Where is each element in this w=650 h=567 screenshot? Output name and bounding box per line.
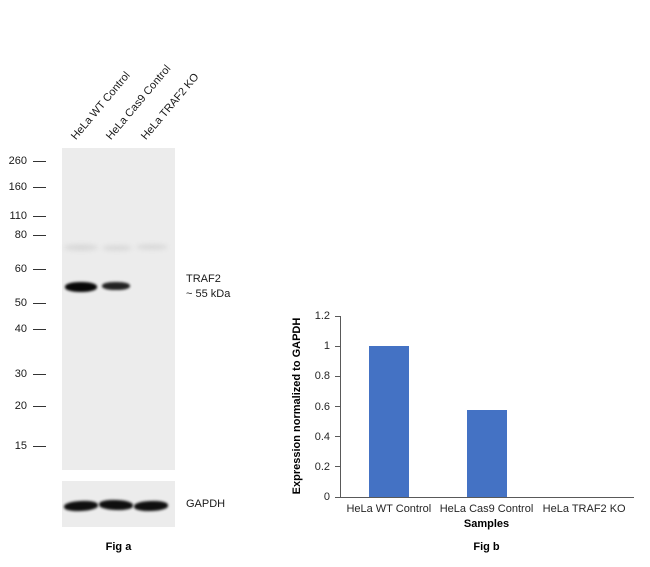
fig-a-caption: Fig a: [105, 541, 132, 553]
blot-artifact: [102, 245, 132, 251]
mw-value: 50: [14, 297, 27, 309]
mw-tick: [33, 373, 46, 375]
blot-artifact: [136, 244, 168, 250]
mw-tick: [33, 268, 46, 270]
mw-tick: [33, 160, 46, 162]
chart-bar: [466, 409, 507, 497]
y-tick-label: 0.4: [314, 430, 330, 443]
mw-marker: 160: [0, 180, 62, 194]
y-tick-label: 0.6: [314, 400, 330, 413]
y-tick: [335, 315, 340, 317]
mw-tick: [33, 215, 46, 217]
mw-marker: 80: [0, 228, 62, 242]
y-tick: [335, 345, 340, 347]
gapdh-blot-image: [62, 481, 175, 527]
mw-tick: [33, 234, 46, 236]
band-annotation: TRAF2 ~ 55 kDa: [186, 272, 230, 302]
chart-bar: [368, 346, 409, 497]
x-tick-label: HeLa WT Control: [346, 503, 432, 515]
mw-marker: 30: [0, 367, 62, 381]
mw-value: 30: [14, 368, 27, 380]
x-axis-line: [340, 497, 634, 498]
gapdh-band: [63, 500, 99, 512]
mw-tick: [33, 445, 46, 447]
mw-value: 15: [14, 440, 27, 452]
y-tick: [335, 496, 340, 498]
y-axis-line: [340, 316, 341, 497]
x-tick-label: HeLa Cas9 Control: [439, 503, 534, 515]
mw-tick: [33, 328, 46, 330]
traf2-blot-image: [62, 148, 175, 470]
y-tick: [335, 406, 340, 407]
mw-marker: 260: [0, 154, 62, 168]
mw-tick: [33, 186, 46, 188]
target-protein-label: TRAF2: [186, 273, 221, 285]
mw-tick: [33, 302, 46, 304]
mw-marker: 110: [0, 209, 62, 223]
target-size-label: ~ 55 kDa: [186, 288, 231, 300]
mw-value: 160: [8, 181, 27, 193]
y-tick-label: 1.2: [314, 310, 330, 322]
blot-artifact: [64, 244, 98, 251]
mw-value: 80: [14, 229, 27, 241]
mw-marker: 60: [0, 262, 62, 276]
gapdh-band: [98, 499, 134, 511]
y-tick-label: 1: [323, 340, 330, 353]
mw-value: 40: [14, 323, 27, 335]
mw-marker: 50: [0, 296, 62, 310]
mw-value: 20: [14, 400, 27, 412]
mw-value: 60: [14, 263, 27, 275]
mw-marker: 15: [0, 439, 62, 453]
y-tick: [335, 466, 340, 468]
gapdh-band: [133, 500, 169, 512]
y-tick-label: 0: [323, 491, 330, 503]
y-tick: [335, 436, 340, 438]
mw-value: 110: [9, 210, 27, 222]
traf2-band: [102, 282, 130, 290]
x-axis-title: Samples: [463, 518, 510, 530]
mw-value: 260: [8, 155, 27, 167]
lane-label: HeLa Cas9 Control: [104, 62, 174, 143]
y-tick-label: 0.2: [314, 460, 330, 473]
mw-marker: 40: [0, 322, 62, 336]
y-tick-label: 0.8: [314, 370, 330, 383]
mw-marker: 20: [0, 399, 62, 413]
x-tick-label: HeLa TRAF2 KO: [542, 503, 626, 515]
y-tick: [335, 375, 340, 377]
lane-label: HeLa WT Control: [69, 69, 133, 143]
mw-tick: [33, 405, 46, 407]
loading-control-label: GAPDH: [186, 498, 226, 510]
traf2-band: [65, 282, 97, 292]
fig-b-caption: Fig b: [473, 541, 500, 553]
